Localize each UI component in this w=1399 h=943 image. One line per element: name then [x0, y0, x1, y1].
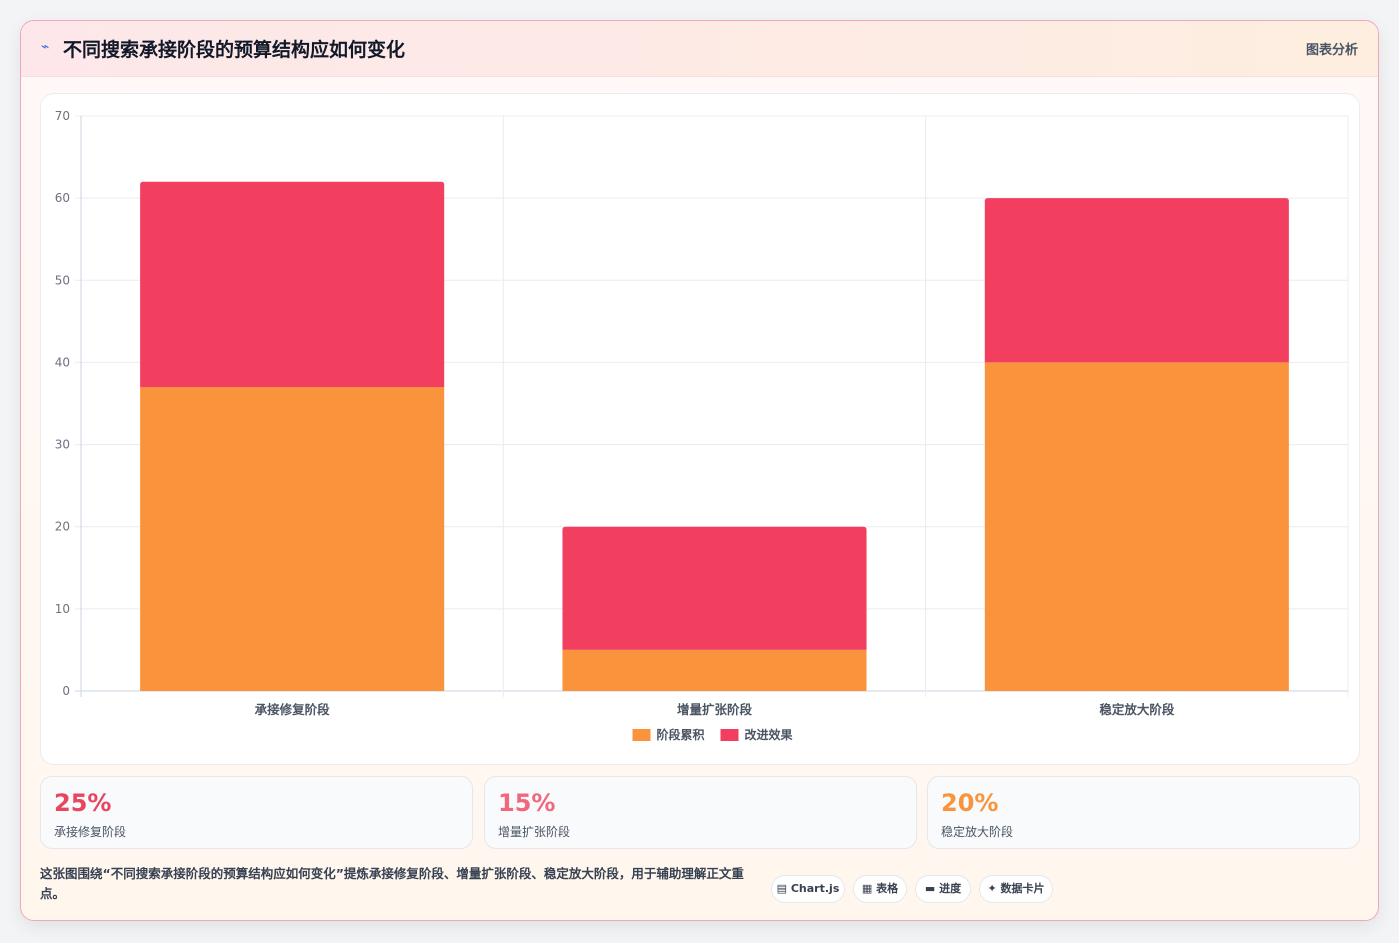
- stat-card-2: 15% 增量扩张阶段: [484, 776, 917, 849]
- card-header: ⌁ 不同搜索承接阶段的预算结构应如何变化 图表分析: [21, 21, 1378, 77]
- stat-label: 稳定放大阶段: [941, 825, 1014, 839]
- tag-label: 数据卡片: [1000, 882, 1045, 895]
- page-title: 不同搜索承接阶段的预算结构应如何变化: [63, 39, 406, 61]
- tag-label: 表格: [876, 882, 899, 895]
- legend-label-2: 改进效果: [745, 727, 793, 742]
- bar-2-3: [984, 198, 1289, 363]
- sparkle-icon: ⌁: [41, 39, 50, 55]
- x-tick-label: 承接修复阶段: [255, 702, 331, 717]
- stat-card-1: 25% 承接修复阶段: [40, 776, 473, 849]
- stat-value: 15%: [498, 789, 556, 817]
- progress-icon: ▬: [924, 882, 936, 895]
- legend-swatch-2: [720, 729, 739, 741]
- y-tick-label: 70: [55, 109, 70, 123]
- y-tick-label: 10: [55, 602, 70, 616]
- stat-label: 承接修复阶段: [54, 825, 127, 839]
- chart-card: ⌁ 不同搜索承接阶段的预算结构应如何变化 图表分析 0 10 20 30 40 50 60 7…: [20, 20, 1379, 921]
- tag-label: Chart.js: [790, 882, 840, 895]
- stat-value: 25%: [54, 789, 112, 817]
- legend-label-1: 阶段累积: [657, 727, 705, 742]
- stat-value: 20%: [941, 789, 999, 817]
- x-tick-label: 增量扩张阶段: [677, 702, 753, 717]
- bar-1-2: [562, 649, 867, 691]
- table-icon: ▦: [861, 882, 873, 895]
- y-tick-label: 30: [55, 438, 70, 452]
- tag-table[interactable]: ▦ 表格: [853, 875, 907, 903]
- card-icon: ✦: [987, 882, 997, 895]
- legend-swatch-1: [632, 729, 651, 741]
- chart-analysis-link[interactable]: 图表分析: [1305, 43, 1358, 58]
- chart-icon: ▤: [776, 882, 788, 895]
- y-tick-label: 0: [62, 684, 70, 698]
- y-tick-label: 20: [55, 520, 70, 534]
- tag-chartjs[interactable]: ▤ Chart.js: [771, 875, 845, 903]
- bar-2-2: [562, 526, 867, 650]
- tag-progress[interactable]: ▬ 进度: [915, 875, 971, 903]
- x-tick-label: 稳定放大阶段: [1099, 702, 1175, 717]
- bar-2-1: [140, 181, 445, 388]
- chart-description: 这张图围绕“不同搜索承接阶段的预算结构应如何变化”提炼承接修复阶段、增量扩张阶段…: [40, 866, 744, 901]
- y-tick-label: 50: [55, 273, 70, 287]
- tag-data-card[interactable]: ✦ 数据卡片: [979, 875, 1053, 903]
- bar-1-1: [140, 387, 445, 691]
- y-tick-label: 40: [55, 355, 70, 369]
- stat-label: 增量扩张阶段: [498, 825, 571, 839]
- stat-card-3: 20% 稳定放大阶段: [927, 776, 1360, 849]
- tag-label: 进度: [939, 882, 962, 895]
- bar-1-3: [984, 362, 1289, 691]
- chart-container: 0 10 20 30 40 50 60 70 承接修复阶段 增量扩张阶段 稳定放大阶段阶段累积 改进效…: [40, 93, 1360, 765]
- y-tick-label: 60: [55, 191, 70, 205]
